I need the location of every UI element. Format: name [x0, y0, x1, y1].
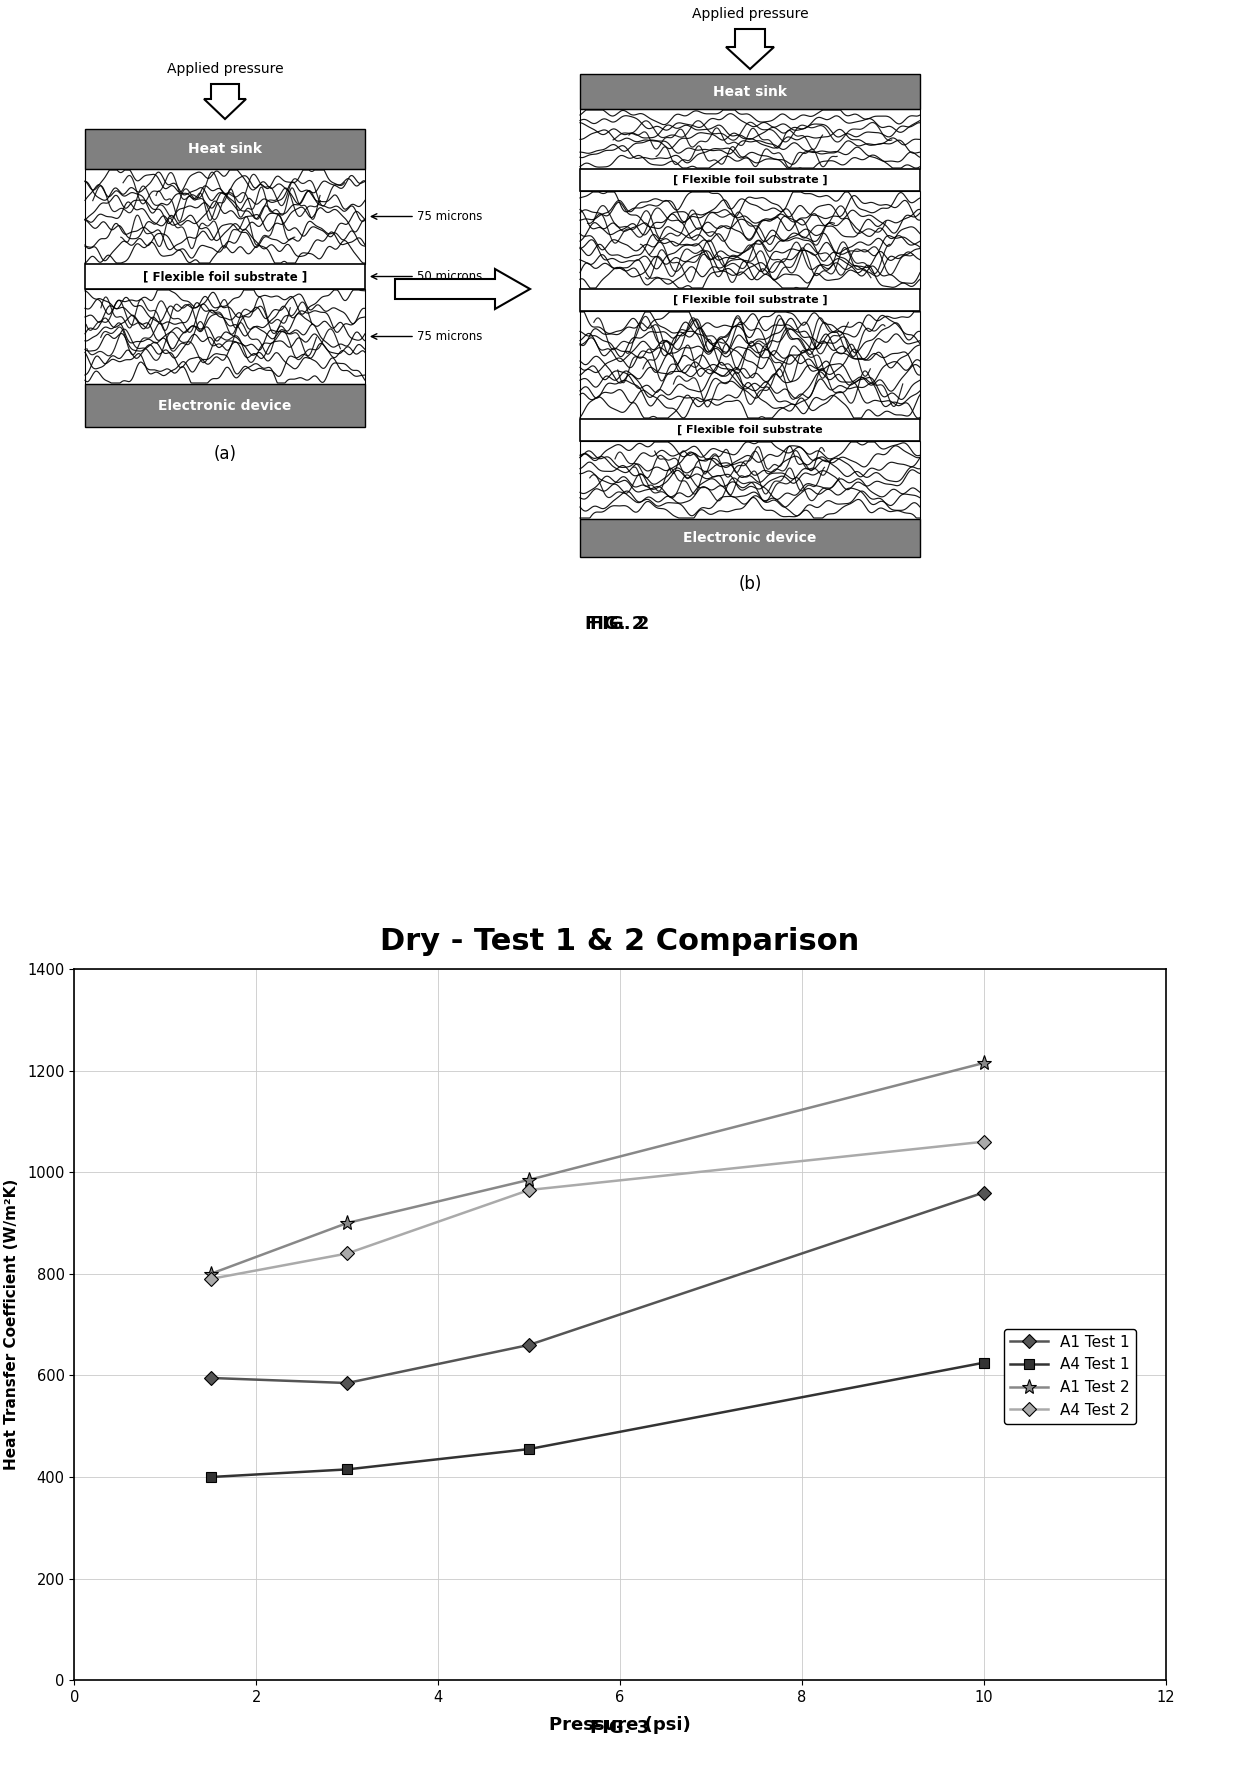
- A4 Test 1: [522, 1438, 537, 1460]
- Title: Dry - Test 1 & 2 Comparison: Dry - Test 1 & 2 Comparison: [381, 926, 859, 955]
- X-axis label: Pressure (psi): Pressure (psi): [549, 1716, 691, 1734]
- Text: Electronic device: Electronic device: [159, 398, 291, 412]
- Text: Heat sink: Heat sink: [188, 142, 262, 156]
- Y-axis label: Heat Transfer Coefficient (W/m²K): Heat Transfer Coefficient (W/m²K): [4, 1179, 19, 1470]
- Line: A1 Test 2: A1 Test 2: [203, 1056, 991, 1282]
- Text: 50 microns: 50 microns: [417, 270, 482, 283]
- A1 Test 2: [522, 1170, 537, 1191]
- Bar: [580, 311, 920, 420]
- Text: [ Flexible foil substrate ]: [ Flexible foil substrate ]: [143, 270, 308, 283]
- Text: FIG. 3: FIG. 3: [590, 1719, 650, 1737]
- Bar: [580, 519, 920, 557]
- A4 Test 1: [340, 1458, 355, 1479]
- Text: [ Flexible foil substrate ]: [ Flexible foil substrate ]: [672, 174, 827, 185]
- Text: Heat sink: Heat sink: [713, 85, 787, 98]
- Legend: A1 Test 1, A4 Test 1, A1 Test 2, A4 Test 2: A1 Test 1, A4 Test 1, A1 Test 2, A4 Test…: [1004, 1328, 1136, 1424]
- Bar: [86, 130, 365, 169]
- A1 Test 2: [340, 1213, 355, 1234]
- Bar: [580, 108, 920, 169]
- Text: (a): (a): [213, 444, 237, 462]
- Text: Electronic device: Electronic device: [683, 532, 817, 546]
- Bar: [580, 190, 920, 290]
- A4 Test 2: [522, 1179, 537, 1200]
- Polygon shape: [396, 268, 529, 309]
- A1 Test 1: [340, 1373, 355, 1394]
- Text: Applied pressure: Applied pressure: [692, 7, 808, 21]
- Bar: [580, 290, 920, 311]
- A1 Test 2: [976, 1053, 991, 1074]
- Text: FIG. 2: FIG. 2: [585, 615, 645, 633]
- Bar: [86, 384, 365, 427]
- A1 Test 2: [203, 1262, 218, 1284]
- A1 Test 1: [976, 1182, 991, 1204]
- Line: A1 Test 1: A1 Test 1: [206, 1188, 988, 1389]
- A4 Test 1: [976, 1351, 991, 1373]
- Bar: [580, 420, 920, 441]
- A1 Test 1: [203, 1367, 218, 1389]
- Text: [ Flexible foil substrate: [ Flexible foil substrate: [677, 425, 823, 436]
- A1 Test 1: [522, 1334, 537, 1355]
- Line: A4 Test 2: A4 Test 2: [206, 1136, 988, 1284]
- Text: Applied pressure: Applied pressure: [166, 62, 283, 76]
- A4 Test 2: [203, 1268, 218, 1289]
- Text: FIG. 2: FIG. 2: [590, 615, 650, 633]
- Line: A4 Test 1: A4 Test 1: [206, 1358, 988, 1481]
- A4 Test 1: [203, 1467, 218, 1488]
- Text: (b): (b): [738, 574, 761, 594]
- Bar: [86, 263, 365, 290]
- Bar: [580, 75, 920, 108]
- A4 Test 2: [340, 1243, 355, 1264]
- Polygon shape: [725, 28, 774, 69]
- Text: [ Flexible foil substrate ]: [ Flexible foil substrate ]: [672, 295, 827, 306]
- Bar: [86, 290, 365, 384]
- Polygon shape: [205, 84, 246, 119]
- Text: 75 microns: 75 microns: [417, 331, 482, 343]
- Bar: [580, 169, 920, 190]
- Bar: [580, 441, 920, 519]
- Text: 75 microns: 75 microns: [417, 210, 482, 222]
- Bar: [86, 169, 365, 263]
- A4 Test 2: [976, 1131, 991, 1152]
